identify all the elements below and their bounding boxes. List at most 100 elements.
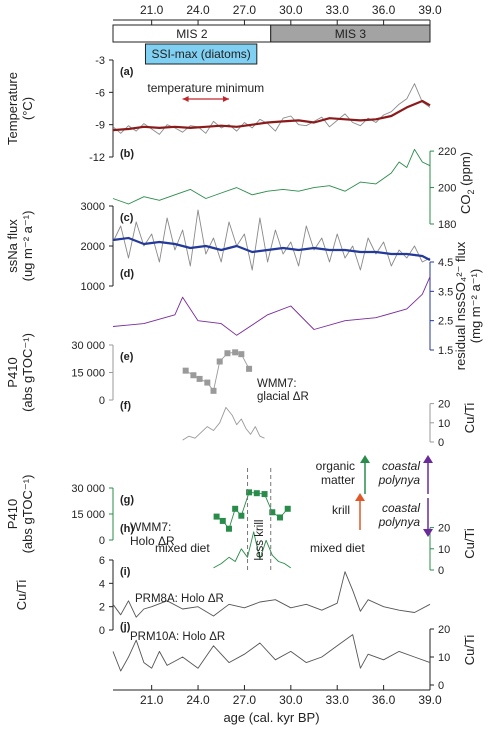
- y-tick-label-d: 2.5: [438, 316, 453, 328]
- y-tick-label-j: 10: [438, 652, 450, 664]
- mis3-bar: [270, 24, 431, 43]
- y-tick-label-i: 2: [99, 602, 105, 614]
- panels: -3 -6 -9 -12 (a) Temperature(°C) temperature m…: [5, 55, 483, 692]
- data-point-g: [246, 489, 253, 496]
- panel-i: 6 4 2 0 (i) Cu/Ti PRM8A: Holo ΔR: [14, 555, 431, 637]
- y-tick-label-j: 20: [438, 624, 450, 636]
- data-point-g: [232, 505, 239, 512]
- coastal-polynya-down-label: coastal polynya: [378, 501, 421, 529]
- stage-bar: MIS 2 MIS 3 SSI-max (diatoms): [112, 24, 431, 65]
- y-tick-label-g: 30 000: [71, 483, 105, 495]
- series-line-b-0: [112, 148, 431, 205]
- organic-matter-label: organic matter: [316, 459, 355, 487]
- bottom-tick-label: 39.0: [418, 693, 442, 707]
- data-point-e: [216, 358, 223, 365]
- ssi-max-bar: [144, 43, 258, 65]
- series-line-a-0: [112, 83, 431, 135]
- prm10a-label: PRM10A: Holo ΔR: [130, 631, 225, 643]
- data-point-g: [219, 517, 226, 524]
- organic-matter-arrowhead: [360, 455, 370, 463]
- panel-label-a: (a): [120, 66, 134, 78]
- y-label-f: Cu/Ti: [462, 403, 477, 434]
- y-tick-label-f: 20: [438, 399, 450, 411]
- y-tick-label-i: 6: [99, 555, 105, 567]
- y-tick-label-b: 200: [438, 183, 456, 195]
- y-tick-label-a: -9: [95, 120, 105, 132]
- data-point-e: [190, 372, 197, 379]
- panel-h: 20 10 0 (h) Cu/Ti: [120, 523, 477, 577]
- panel-j: 20 10 0 (j) Cu/Ti PRM10A: Holo ΔR: [112, 621, 477, 692]
- y-tick-label-b: 180: [438, 219, 456, 231]
- series-line-c-0: [112, 209, 431, 271]
- bottom-tick-label: 21.0: [140, 693, 164, 707]
- mis3-label: MIS 3: [335, 27, 367, 41]
- y-tick-label-j: 0: [438, 680, 444, 692]
- y-tick-label-b: 220: [438, 146, 456, 158]
- less-krill-label: less krill: [254, 520, 266, 561]
- data-point-e: [210, 387, 217, 394]
- y-label-h: Cu/Ti: [462, 528, 477, 559]
- top-x-axis: 21.0 24.0 27.0 30.0 33.0 36.0 39.0: [113, 3, 442, 25]
- y-label-g: P410(abs gTOC⁻¹): [5, 475, 35, 554]
- mis2-label: MIS 2: [176, 27, 208, 41]
- top-tick-label: 30.0: [279, 3, 303, 17]
- y-tick-label-e: 30 000: [71, 340, 105, 352]
- y-label-c: ssNa flux(ug m⁻² a⁻¹): [5, 211, 35, 282]
- prm8a-label: PRM8A: Holo ΔR: [135, 593, 224, 605]
- y-label-e: P410(abs gTOC⁻¹): [5, 333, 35, 412]
- panel-label-i: (i): [120, 566, 131, 578]
- series-line-i-0: [112, 571, 431, 618]
- temp-min-label: temperature minimum: [147, 81, 264, 95]
- panel-b: 220 200 180 (b) CO2 (ppm): [112, 146, 476, 231]
- series-line-f-0: [182, 406, 265, 441]
- panel-d: 4.5 3.5 2.5 1.5 (d) residual nssSO₄²⁻ flux(mg…: [112, 241, 483, 370]
- y-tick-label-f: 0: [438, 437, 444, 449]
- top-tick-label: 39.0: [418, 3, 442, 17]
- data-point-g: [253, 490, 260, 497]
- y-tick-label-e: 15 000: [71, 368, 105, 380]
- y-tick-label-d: 4.5: [438, 257, 453, 269]
- krill-arrowhead: [355, 493, 365, 501]
- series-line-j-0: [112, 634, 431, 672]
- panel-label-g: (g): [120, 494, 134, 506]
- mixed-diet-left-label: mixed diet: [155, 541, 210, 555]
- y-tick-label-g: 15 000: [71, 509, 105, 521]
- bottom-tick-label: 24.0: [186, 693, 210, 707]
- series-line-d-0: [112, 276, 431, 336]
- panel-f: 20 10 0 (f) Cu/Ti WMM7: glacial ΔR: [120, 378, 477, 449]
- data-point-g: [225, 525, 232, 532]
- ssi-max-label: SSI-max (diatoms): [151, 47, 250, 61]
- series-line-e-0: [185, 351, 250, 392]
- panel-label-d: (d): [120, 268, 134, 280]
- y-tick-label-h: 20: [438, 523, 450, 535]
- temp-min-arrowhead-right: [222, 96, 229, 102]
- top-tick-label: 33.0: [326, 3, 350, 17]
- top-tick-label: 21.0: [140, 3, 164, 17]
- bottom-tick-label: 36.0: [372, 693, 396, 707]
- y-tick-label-h: 10: [438, 544, 450, 556]
- data-point-e: [196, 375, 203, 382]
- y-tick-label-a: -6: [95, 87, 105, 99]
- panel-g: 30 000 15 000 0 (g) P410(abs gTOC⁻¹) WMM7: Hol…: [5, 475, 291, 554]
- panel-c: 3000 2000 1000 (c) ssNa flux(ug m⁻² a⁻¹): [5, 201, 431, 293]
- top-tick-label: 27.0: [233, 3, 257, 17]
- panel-label-e: (e): [120, 351, 134, 363]
- data-point-e: [232, 349, 239, 356]
- panel-label-c: (c): [120, 212, 134, 224]
- y-tick-label-i: 0: [99, 625, 105, 637]
- panel-label-f: (f): [120, 400, 131, 412]
- data-point-g: [277, 514, 284, 521]
- data-point-e: [224, 350, 231, 357]
- y-tick-label-h: 0: [438, 565, 444, 577]
- krill-label: krill: [332, 503, 350, 517]
- data-point-g: [284, 505, 291, 512]
- data-point-e: [238, 351, 245, 358]
- panel-label-j: (j): [120, 621, 131, 633]
- data-point-e: [204, 379, 211, 386]
- y-label-b: CO2 (ppm): [458, 152, 476, 214]
- series-line-g-0: [216, 491, 289, 530]
- data-point-e: [182, 367, 189, 374]
- wmm7-holo-label: WMM7: Holo ΔR: [130, 520, 175, 548]
- top-tick-label: 24.0: [186, 3, 210, 17]
- wmm7-glacial-label: WMM7: glacial ΔR: [257, 378, 309, 403]
